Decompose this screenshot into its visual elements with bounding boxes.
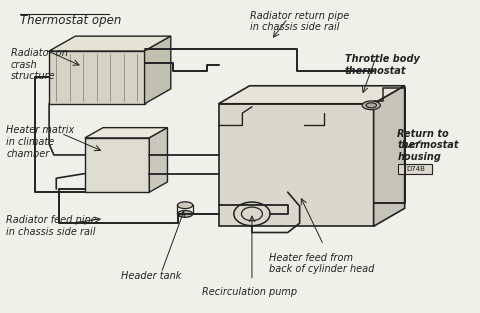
Text: Heater feed from
back of cylinder head: Heater feed from back of cylinder head <box>269 253 374 274</box>
Text: Heater matrix
in climate
chamber: Heater matrix in climate chamber <box>6 126 74 159</box>
Text: Throttle body
thermostat: Throttle body thermostat <box>345 54 420 76</box>
Polygon shape <box>144 36 171 104</box>
FancyBboxPatch shape <box>85 138 149 192</box>
Polygon shape <box>85 128 168 138</box>
Ellipse shape <box>178 210 193 217</box>
Text: Radiator feed pipe
in chassis side rail: Radiator feed pipe in chassis side rail <box>6 215 97 237</box>
Text: Radiator on
crash
structure: Radiator on crash structure <box>11 48 68 81</box>
Text: Recirculation pump: Recirculation pump <box>202 287 297 297</box>
FancyBboxPatch shape <box>218 104 373 226</box>
Text: Thermostat open: Thermostat open <box>21 14 122 27</box>
Polygon shape <box>373 86 405 226</box>
Text: Header tank: Header tank <box>120 271 181 281</box>
Ellipse shape <box>362 101 380 110</box>
FancyBboxPatch shape <box>398 164 432 174</box>
Polygon shape <box>149 128 168 192</box>
Polygon shape <box>218 86 405 104</box>
Text: Return to
thermostat
housing: Return to thermostat housing <box>397 129 459 162</box>
Text: D74B: D74B <box>406 166 425 172</box>
Ellipse shape <box>178 202 193 209</box>
Ellipse shape <box>366 103 376 108</box>
Polygon shape <box>49 36 171 51</box>
Text: Radiator return pipe
in chassis side rail: Radiator return pipe in chassis side rai… <box>250 11 349 32</box>
FancyBboxPatch shape <box>49 51 144 104</box>
